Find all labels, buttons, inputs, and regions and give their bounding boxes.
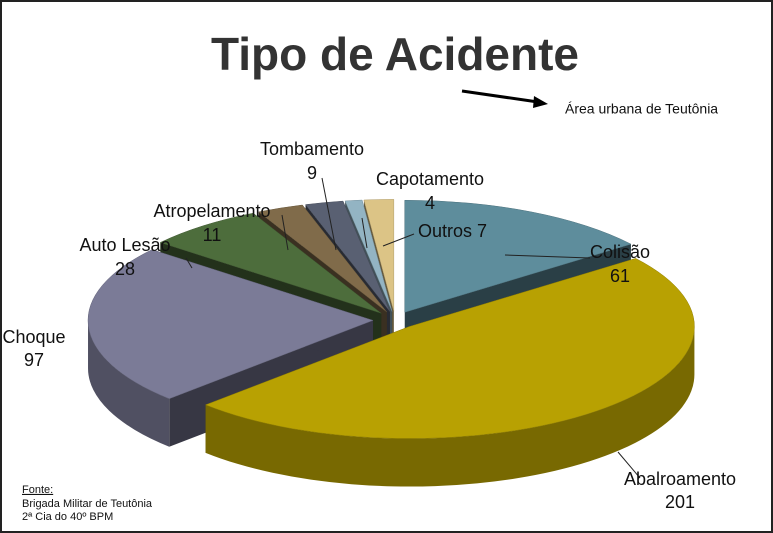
leader-line [504, 254, 591, 259]
leader-line [281, 214, 289, 251]
slice-label: Outros 7 [418, 221, 487, 241]
slice-side [88, 320, 170, 447]
slice-side [205, 326, 695, 487]
value-label: 97 [24, 350, 44, 370]
slice-top [204, 258, 695, 439]
annotation: Área urbana de Teutônia [565, 101, 718, 117]
slice-top [305, 200, 391, 312]
slice-top [363, 199, 395, 312]
leader-line [382, 233, 415, 247]
source-line: Brigada Militar de Teutônia [22, 498, 153, 510]
leader-line [185, 257, 193, 269]
source-heading: Fonte: [22, 484, 53, 496]
slice [204, 258, 695, 487]
slice-top [258, 204, 387, 313]
category-label: Abalroamento [624, 469, 736, 489]
annotation-arrowhead [533, 96, 548, 108]
category-label: Tombamento [260, 139, 364, 159]
slice-top [344, 199, 393, 312]
value-label: 9 [307, 163, 317, 183]
leader-line [361, 217, 368, 249]
leader-line [617, 451, 641, 479]
category-label: Atropelamento [153, 201, 270, 221]
chart-title: Tipo de Acidente [211, 28, 579, 80]
value-label: 7 [477, 221, 487, 241]
slice-top [87, 249, 374, 399]
leader-line [321, 177, 337, 251]
value-label: 28 [115, 259, 135, 279]
category-label: Auto Lesão [79, 235, 170, 255]
category-label: Colisão [590, 242, 650, 262]
value-label: 61 [610, 266, 630, 286]
slice-top [404, 199, 632, 313]
category-label: Choque [2, 327, 65, 347]
source-line: 2ª Cia do 40º BPM [22, 511, 113, 523]
value-label: 4 [425, 193, 435, 213]
category-label: Outros [418, 221, 472, 241]
value-label: 201 [665, 492, 695, 512]
annotation-arrow [461, 89, 539, 104]
slice-top [159, 212, 382, 314]
value-label: 11 [203, 225, 222, 245]
category-label: Capotamento [376, 169, 484, 189]
